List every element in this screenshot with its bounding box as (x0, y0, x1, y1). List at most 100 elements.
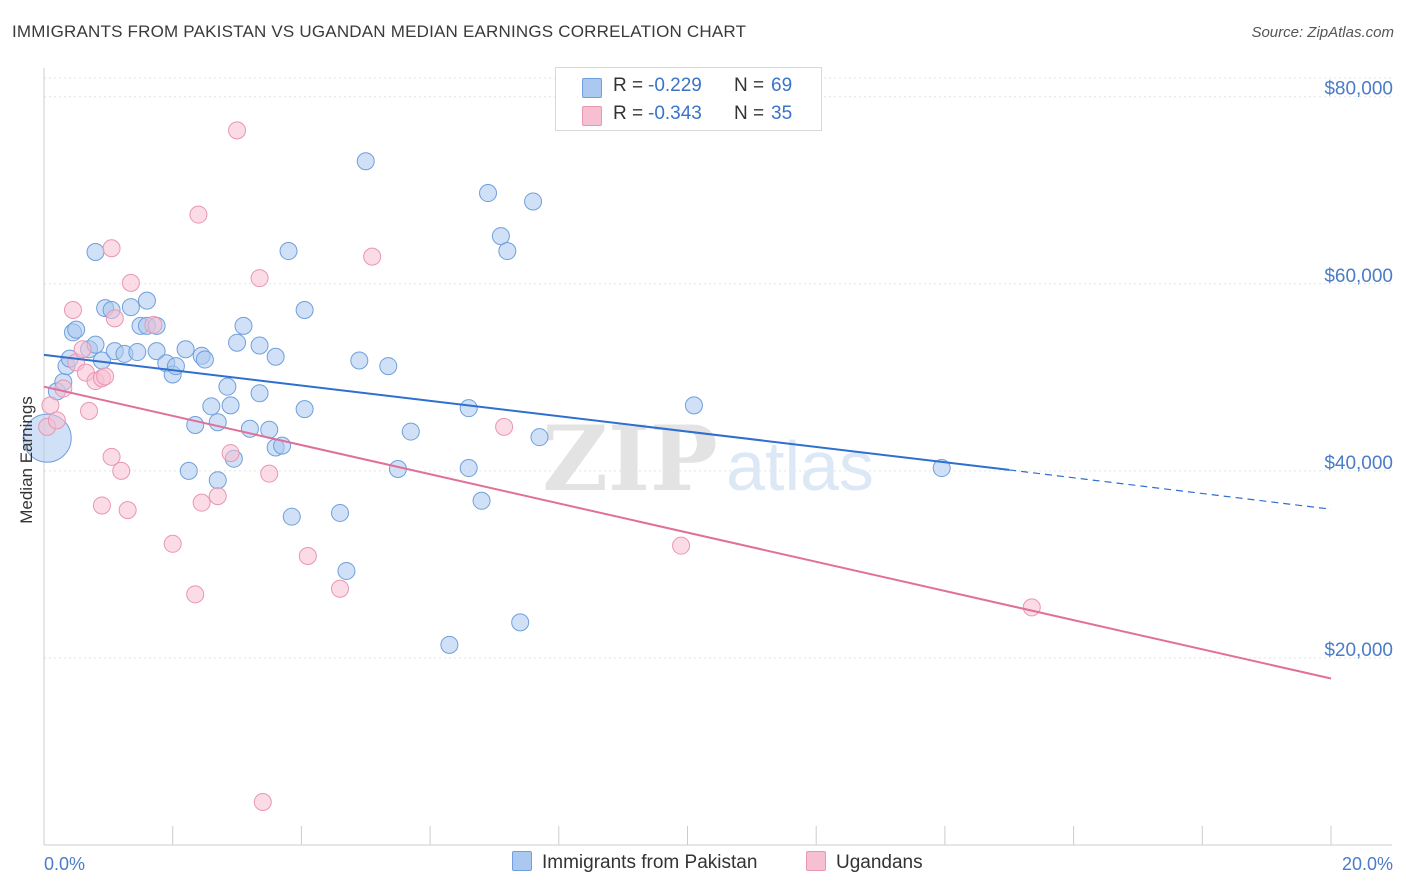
point-pakistan (511, 613, 530, 632)
point-ugandans (221, 444, 240, 463)
point-ugandans (80, 401, 99, 420)
point-ugandans (112, 461, 131, 480)
point-pakistan (147, 342, 166, 361)
tick-labels: $20,000 $40,000 $60,000 $80,000 0.0% 20.0% (44, 79, 1393, 874)
point-pakistan (228, 333, 247, 352)
legend-n-label: N = (734, 103, 765, 124)
trend-lines (43, 353, 1332, 680)
point-pakistan (401, 422, 420, 441)
legend-r-value: -0.343 (648, 103, 702, 124)
point-pakistan (440, 635, 459, 654)
bottom-legend-swatch-pakistan (512, 851, 532, 871)
point-pakistan (491, 227, 510, 246)
y-tick-label: $80,000 (1324, 79, 1393, 100)
point-pakistan (459, 399, 478, 418)
point-ugandans (102, 239, 121, 258)
y-tick-label: $40,000 (1324, 453, 1393, 474)
point-pakistan (195, 350, 214, 369)
point-ugandans (96, 367, 115, 386)
point-pakistan (282, 507, 301, 526)
point-pakistan (221, 396, 240, 415)
point-ugandans (105, 309, 124, 328)
bottom-legend-pakistan: Immigrants from Pakistan (512, 851, 757, 874)
point-pakistan (356, 152, 375, 171)
stats-legend: R = -0.229 N = 69 R = -0.343 N = 35 (555, 67, 822, 131)
point-ugandans (186, 585, 205, 604)
point-ugandans (73, 340, 92, 359)
point-ugandans (208, 487, 227, 506)
point-ugandans (228, 121, 247, 140)
point-pakistan (459, 459, 478, 478)
point-ugandans (260, 464, 279, 483)
point-pakistan (331, 503, 350, 522)
legend-n-value: 69 (771, 75, 793, 96)
point-pakistan (137, 291, 156, 310)
x-tick-label: 20.0% (1342, 854, 1393, 874)
point-pakistan (179, 461, 198, 480)
point-ugandans (189, 205, 208, 224)
y-tick-label: $20,000 (1324, 640, 1393, 661)
point-pakistan (295, 400, 314, 419)
source-label: Source: ZipAtlas.com (1251, 24, 1394, 41)
point-pakistan (67, 320, 86, 339)
point-ugandans (144, 315, 163, 334)
point-ugandans (63, 300, 82, 319)
legend-n-label: N = (734, 75, 765, 96)
point-pakistan (279, 242, 298, 261)
trend-line-ugandans (43, 385, 1332, 680)
point-ugandans (118, 501, 137, 520)
point-pakistan (234, 316, 253, 335)
point-pakistan (295, 300, 314, 319)
point-pakistan (250, 336, 269, 355)
point-ugandans (41, 396, 60, 415)
x-tick-label: 0.0% (44, 854, 85, 874)
point-pakistan (176, 340, 195, 359)
point-ugandans (192, 493, 211, 512)
y-tick-label: $60,000 (1324, 266, 1393, 287)
point-ugandans (253, 792, 272, 811)
bottom-legend-label-pakistan: Immigrants from Pakistan (542, 852, 758, 873)
point-ugandans (298, 546, 317, 565)
point-pakistan (250, 384, 269, 403)
point-ugandans (250, 269, 269, 288)
point-ugandans (54, 379, 73, 398)
legend-swatch-pakistan (582, 78, 602, 98)
point-pakistan (86, 242, 105, 261)
point-pakistan (218, 377, 237, 396)
watermark-zip: ZIP (542, 406, 717, 512)
watermark: ZIP atlas (542, 406, 874, 512)
data-points (22, 121, 1041, 811)
legend-row-pakistan: R = -0.229 N = 69 (556, 73, 821, 101)
axes (43, 68, 1392, 846)
legend-r-label: R = (613, 103, 644, 124)
point-pakistan (128, 343, 147, 362)
point-pakistan (932, 459, 951, 478)
grid-lines (44, 77, 1392, 659)
point-pakistan (337, 561, 356, 580)
point-pakistan (208, 471, 227, 490)
legend-row-ugandans: R = -0.343 N = 35 (556, 101, 821, 129)
point-ugandans (331, 579, 350, 598)
point-pakistan (479, 184, 498, 203)
point-ugandans (47, 411, 66, 430)
point-pakistan (684, 396, 703, 415)
point-ugandans (92, 496, 111, 515)
point-pakistan (266, 347, 285, 366)
legend-r-value: -0.229 (648, 75, 702, 96)
legend-r-label: R = (613, 75, 644, 96)
y-axis-label: Median Earnings (17, 396, 36, 524)
bottom-legend-swatch-ugandans (806, 851, 826, 871)
point-ugandans (1022, 598, 1041, 617)
point-pakistan (472, 491, 491, 510)
point-pakistan (202, 397, 221, 416)
point-pakistan (350, 351, 369, 370)
trend-line-pakistan-extension (1009, 469, 1332, 510)
trend-line-pakistan (43, 353, 1010, 471)
bottom-legend-ugandans: Ugandans (806, 851, 923, 874)
point-ugandans (102, 447, 121, 466)
chart-title: IMMIGRANTS FROM PAKISTAN VS UGANDAN MEDI… (12, 22, 747, 41)
point-pakistan (498, 242, 517, 261)
point-pakistan (524, 192, 543, 211)
point-pakistan (379, 357, 398, 376)
